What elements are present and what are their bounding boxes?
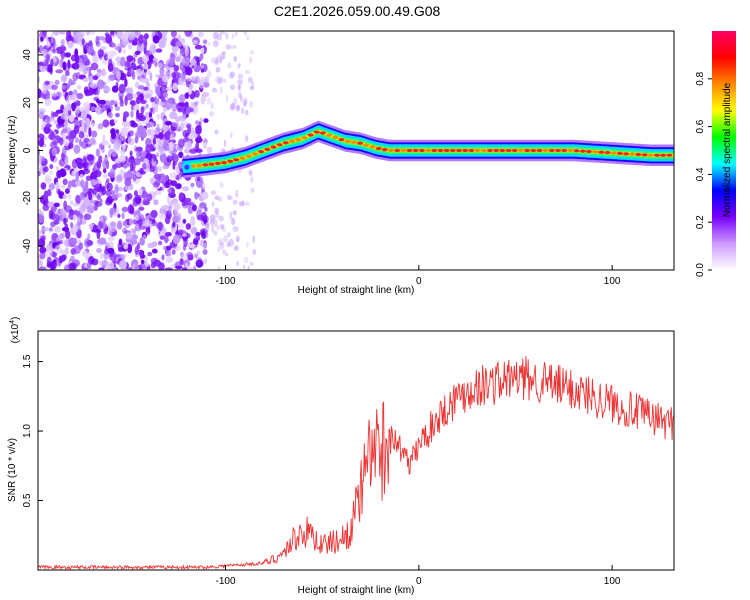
colorbar-tick-label: 0.2: [695, 215, 706, 229]
colorbar-tick-label: 0.8: [695, 71, 706, 85]
spectrogram-heatmap: [38, 31, 674, 270]
snr-panel: -100 0 100 0.5 1.0 1.5 Height of straight li…: [7, 317, 675, 596]
snr-series-line: [38, 356, 674, 570]
snr-frame: [37, 330, 675, 571]
snr-scale-factor: (x104): [9, 317, 21, 344]
spectrogram-x-tick-label: 0: [416, 276, 422, 287]
figure-title: C2E1.2026.059.00.49.G08: [274, 3, 441, 19]
spectrogram-x-label: Height of straight line (km): [298, 285, 415, 296]
snr-x-ticks: -100 0 100: [216, 565, 621, 587]
spectrogram-y-ticks: -40 -20 0 20 40: [22, 49, 43, 253]
colorbar-tick-label: 0.0: [695, 263, 706, 277]
colorbar: 0.0 0.2 0.4 0.6 0.8 Normalized spectral ampl…: [695, 31, 736, 277]
snr-y-tick-label: 0.5: [22, 493, 33, 507]
snr-scale-exp: 4: [9, 320, 16, 324]
snr-y-tick-label: 1.5: [22, 354, 33, 368]
spectrogram-x-tick-label: 100: [604, 276, 621, 287]
snr-y-label: SNR (10 * v/v): [7, 438, 18, 502]
colorbar-tick-label: 0.4: [695, 167, 706, 181]
snr-x-label: Height of straight line (km): [298, 585, 415, 596]
snr-scale-label: (x10: [10, 323, 21, 343]
snr-x-tick-label: 100: [604, 576, 621, 587]
spectrogram-x-ticks: -100 0 100: [216, 265, 621, 287]
spectrogram-y-tick-label: 40: [22, 49, 33, 61]
snr-y-tick-label: 1.0: [22, 424, 33, 438]
colorbar-gradient: [712, 31, 736, 270]
spectrogram-x-tick-label: -100: [216, 276, 236, 287]
spectrogram-y-tick-label: 0: [22, 147, 33, 153]
colorbar-ticks: 0.0 0.2 0.4 0.6 0.8: [695, 71, 712, 277]
snr-x-tick-label: 0: [416, 576, 422, 587]
svg-text:(x104): (x104): [9, 317, 21, 344]
spectrogram-panel: -100 0 100 -40 -20 0 20 40 Height of straight …: [7, 30, 675, 296]
spectrogram-ridge: [181, 120, 674, 178]
spectrogram-noise: [38, 31, 257, 270]
snr-x-tick-label: -100: [216, 576, 236, 587]
spectrogram-y-tick-label: 20: [22, 97, 33, 109]
spectrogram-y-tick-label: -40: [22, 238, 33, 253]
colorbar-tick-label: 0.6: [695, 119, 706, 133]
spectrogram-y-tick-label: -20: [22, 191, 33, 206]
colorbar-label: Normalized spectral amplitude: [722, 82, 733, 217]
snr-y-ticks: 0.5 1.0 1.5: [22, 354, 43, 507]
spectrogram-y-label: Frequency (Hz): [7, 116, 18, 185]
